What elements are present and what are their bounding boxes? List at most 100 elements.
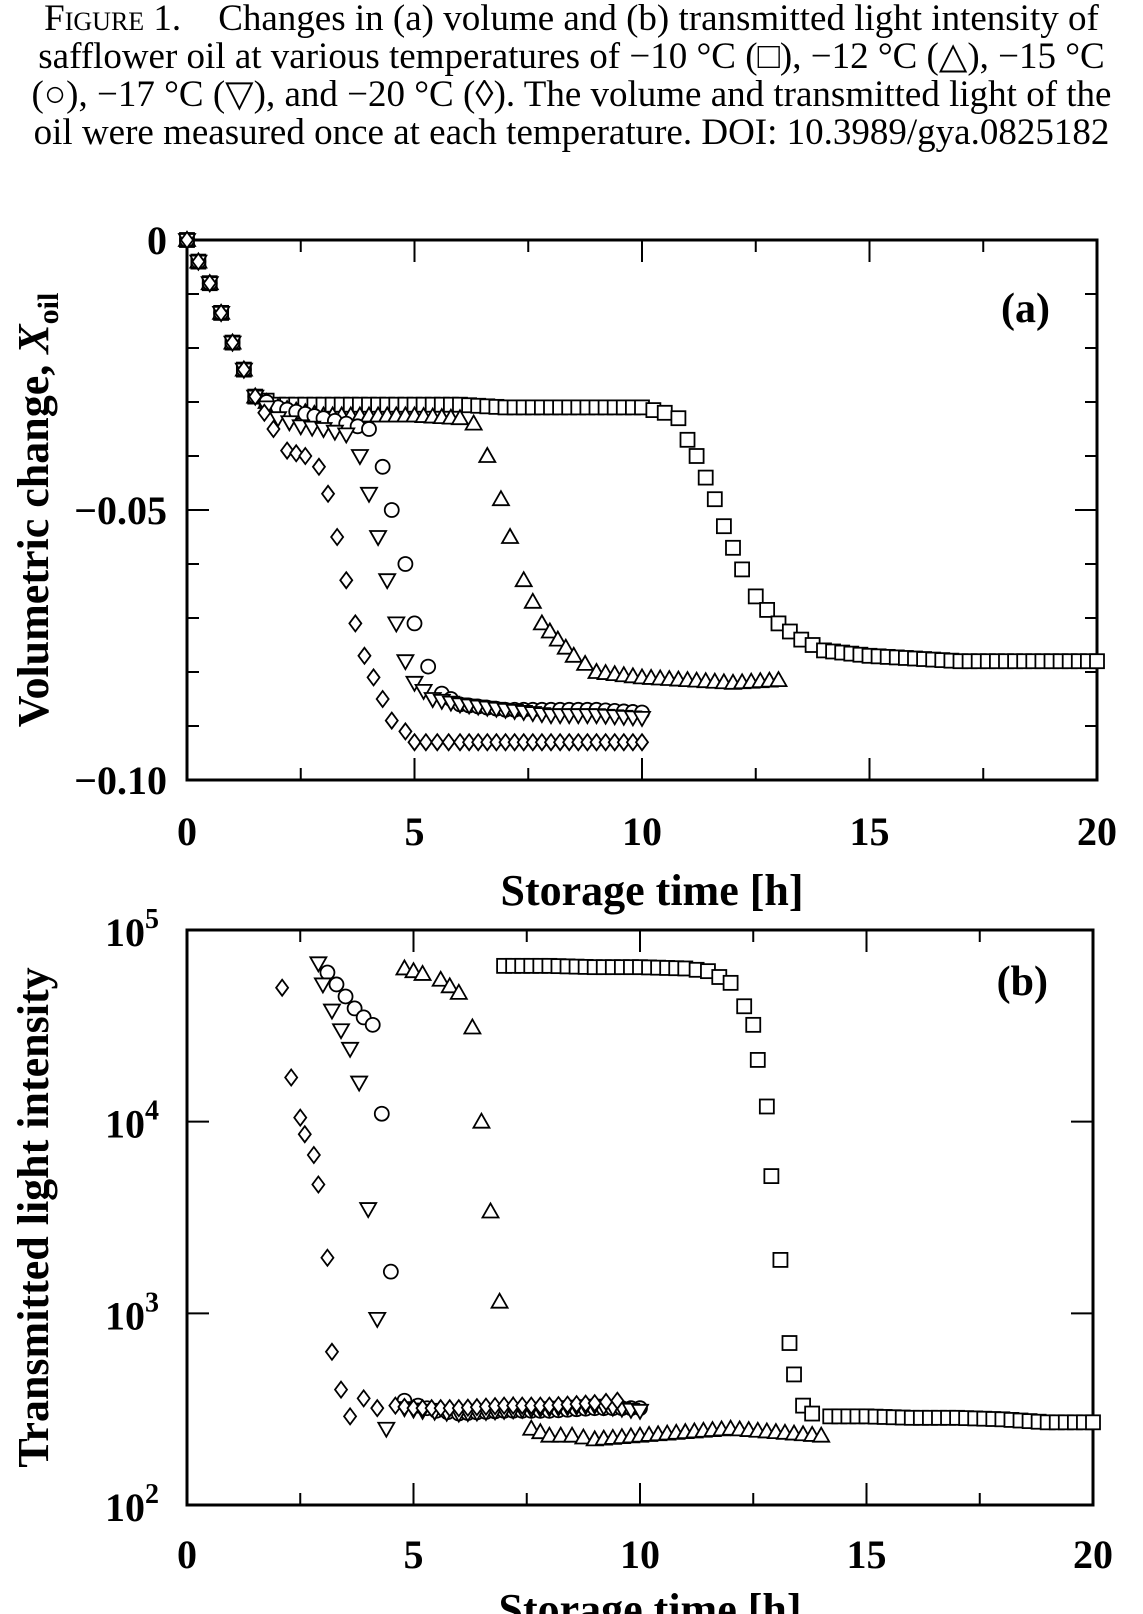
data-point <box>320 1248 335 1268</box>
data-point <box>356 1388 371 1408</box>
data-point <box>225 333 240 353</box>
x-tick-label: 5 <box>404 1532 424 1577</box>
panel-label: (b) <box>997 959 1048 1005</box>
data-point <box>420 658 437 675</box>
data-point <box>786 1366 802 1383</box>
data-point <box>266 419 281 439</box>
data-point <box>313 977 333 995</box>
data-point <box>430 732 445 752</box>
data-point <box>322 1003 342 1021</box>
y-tick-label: 103 <box>105 1287 159 1338</box>
series-circle <box>179 232 650 721</box>
data-point <box>202 273 217 293</box>
data-point <box>342 1406 358 1426</box>
x-tick-label: 10 <box>622 809 662 854</box>
chart-panel-a: 0 5 10 15 20 0 −0.05 −0.10 Storage time [h] Volum… <box>9 218 1117 915</box>
series-triangle-down <box>308 956 650 1439</box>
data-point <box>311 457 327 477</box>
data-point <box>319 964 336 981</box>
data-point <box>471 1111 492 1129</box>
data-point <box>236 360 251 380</box>
data-point <box>1085 1414 1101 1431</box>
data-point <box>670 410 687 427</box>
data-point <box>361 421 377 437</box>
data-point <box>462 1017 482 1035</box>
data-point <box>406 615 423 632</box>
data-point <box>383 502 400 518</box>
data-point <box>530 1422 550 1440</box>
data-point <box>328 976 345 993</box>
data-point <box>632 711 652 728</box>
series-square <box>496 957 1101 1431</box>
data-point <box>366 667 381 687</box>
data-point <box>440 976 460 994</box>
x-tick-label: 20 <box>1073 1532 1113 1577</box>
series-circle <box>319 964 648 1422</box>
data-point <box>500 527 520 544</box>
data-point <box>716 518 732 535</box>
x-tick-label: 10 <box>620 1532 660 1577</box>
data-point <box>758 1098 775 1115</box>
data-point <box>772 1252 789 1268</box>
data-point <box>339 570 354 590</box>
data-point <box>311 1175 326 1195</box>
data-point <box>587 1393 602 1413</box>
data-point <box>284 1067 299 1087</box>
data-point <box>330 527 345 547</box>
data-point <box>349 1075 369 1093</box>
data-point <box>370 1398 385 1418</box>
data-point <box>480 1201 501 1219</box>
data-point <box>348 613 363 633</box>
data-point <box>336 427 356 445</box>
chart-panel-b: 0 5 10 15 20 102 103 104 105 Storage time [h] Tran… <box>9 904 1113 1614</box>
data-point <box>490 1291 510 1309</box>
data-point <box>191 252 206 272</box>
data-point <box>359 486 379 504</box>
data-point <box>398 721 413 741</box>
figure-label: Figure 1. <box>44 0 182 39</box>
data-point <box>551 1425 571 1443</box>
y-tick-label: 104 <box>105 1096 159 1147</box>
data-point <box>1089 653 1105 670</box>
data-point <box>521 1418 541 1436</box>
data-point <box>418 732 433 752</box>
data-point <box>214 303 229 323</box>
data-point <box>449 983 469 1000</box>
x-tick-label: 0 <box>177 809 197 854</box>
data-point <box>540 621 560 639</box>
data-point <box>384 711 399 731</box>
y-tick-label: 105 <box>105 904 159 955</box>
data-point <box>573 1427 593 1445</box>
data-point <box>804 1405 821 1422</box>
data-point <box>706 491 723 508</box>
data-point <box>556 637 576 655</box>
data-point <box>293 1108 308 1128</box>
data-point <box>539 1425 559 1443</box>
series-diamond <box>275 978 625 1426</box>
y-tick-label: 0 <box>147 218 167 263</box>
data-point <box>532 613 552 631</box>
data-point <box>386 616 406 634</box>
data-point <box>464 413 484 431</box>
caption-text: Changes in (a) volume and (b) transmitte… <box>31 0 1112 153</box>
data-point <box>308 956 328 974</box>
data-point <box>320 484 336 504</box>
data-point <box>358 1202 378 1219</box>
figure-caption: Figure 1. Changes in (a) volume and (b) … <box>10 0 1133 152</box>
data-point <box>368 530 388 547</box>
data-point <box>414 684 434 701</box>
plot-frame <box>185 238 1099 782</box>
data-point <box>477 446 497 463</box>
series-diamond <box>179 230 650 752</box>
data-point <box>697 469 714 486</box>
x-axis-title: Storage time [h] <box>500 866 803 915</box>
data-point <box>248 387 263 407</box>
data-point <box>306 1145 321 1165</box>
data-point <box>331 1023 351 1041</box>
data-point <box>337 988 354 1005</box>
data-point <box>725 539 741 556</box>
x-tick-label: 15 <box>850 809 890 854</box>
data-point <box>374 458 391 475</box>
data-point <box>759 602 776 618</box>
